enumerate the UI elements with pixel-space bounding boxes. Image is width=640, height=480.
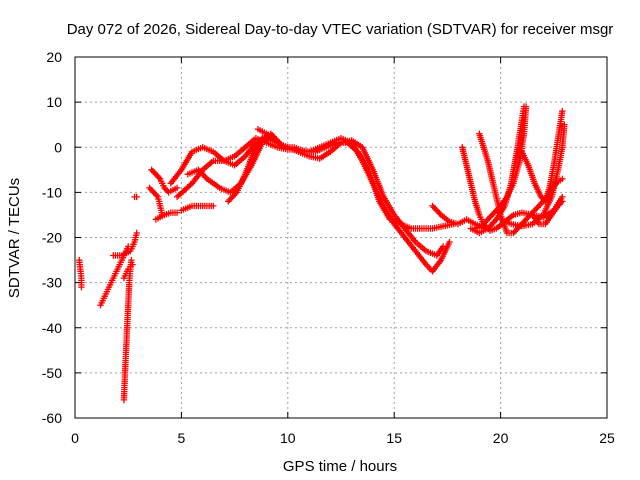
series-s12 <box>178 202 217 214</box>
y-tick-label: -60 <box>42 410 62 426</box>
plus-markers <box>76 256 85 291</box>
plus-markers <box>120 261 136 282</box>
y-tick-label: 20 <box>46 49 62 65</box>
chart-title: Day 072 of 2026, Sidereal Day-to-day VTE… <box>67 21 614 38</box>
series-s13 <box>184 135 457 232</box>
y-tick-label: -20 <box>42 230 62 246</box>
x-tick-label: 25 <box>599 430 615 446</box>
plus-markers <box>529 198 566 228</box>
axis-ticks <box>74 56 608 419</box>
y-tick-label: -30 <box>42 275 62 291</box>
plus-markers <box>152 209 181 223</box>
plus-markers <box>184 135 457 232</box>
y-tick-label: -40 <box>42 320 62 336</box>
x-tick-label: 15 <box>386 430 402 446</box>
y-tick-label: 0 <box>54 139 62 155</box>
y-tick-label: 10 <box>46 94 62 110</box>
data-series <box>76 103 568 404</box>
y-tick-label: -50 <box>42 365 62 381</box>
x-tick-label: 10 <box>280 430 296 446</box>
plus-markers <box>497 121 568 230</box>
y-tick-label: -10 <box>42 184 62 200</box>
series-s3 <box>110 229 140 259</box>
series-s21 <box>514 108 566 205</box>
x-axis-title: GPS time / hours <box>283 458 397 475</box>
series-s1 <box>76 256 85 291</box>
x-tick-label: 5 <box>178 430 186 446</box>
series-s9 <box>148 166 181 196</box>
series-s22 <box>497 121 568 230</box>
plus-markers <box>120 256 135 404</box>
y-axis-title: SDTVAR / TECUs <box>6 178 23 298</box>
series-s8 <box>152 209 181 223</box>
plus-markers <box>131 193 140 201</box>
series-s5 <box>120 261 136 282</box>
x-tick-label: 20 <box>493 430 509 446</box>
plus-markers <box>146 184 166 219</box>
plus-markers <box>178 202 217 214</box>
series-s7 <box>146 184 166 219</box>
tick-labels: 0 5 10 15 20 25 -60 -50 -40 -30 -20 -10 0 10 20 <box>42 49 615 446</box>
plus-markers <box>514 108 566 205</box>
series-s15 <box>254 126 279 144</box>
grid-lines <box>75 57 607 418</box>
series-s6 <box>131 193 140 201</box>
series-s4 <box>120 256 135 404</box>
plus-markers <box>148 166 181 196</box>
x-tick-label: 0 <box>71 430 79 446</box>
series-s23 <box>529 198 566 228</box>
plus-markers <box>110 229 140 259</box>
plus-markers <box>254 126 279 144</box>
